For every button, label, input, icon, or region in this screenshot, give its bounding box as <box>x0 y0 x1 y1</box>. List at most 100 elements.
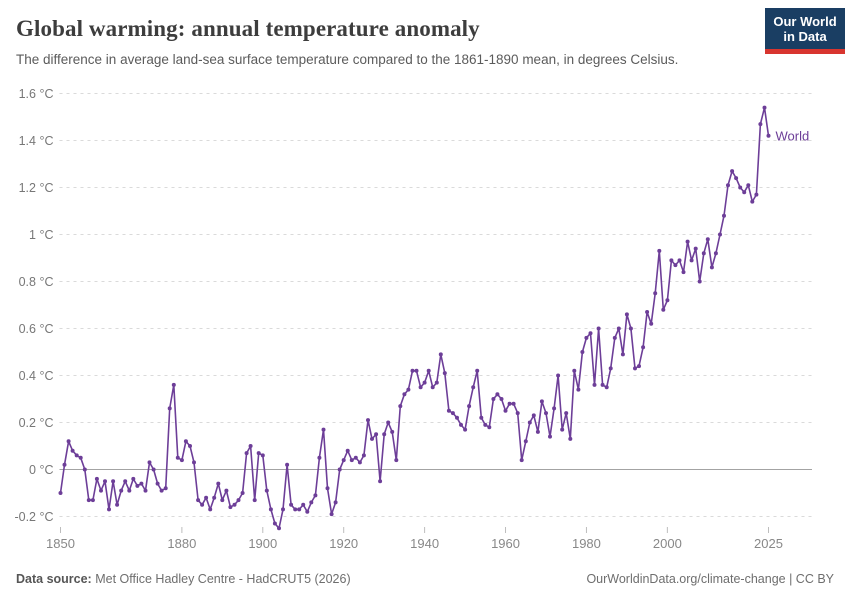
data-point[interactable] <box>119 488 124 493</box>
data-point[interactable] <box>382 432 387 437</box>
data-point[interactable] <box>584 335 589 340</box>
data-point[interactable] <box>216 481 221 486</box>
data-point[interactable] <box>192 460 196 465</box>
data-point[interactable] <box>459 422 463 427</box>
data-point[interactable] <box>204 495 209 500</box>
data-point[interactable] <box>507 401 512 406</box>
data-point[interactable] <box>600 382 605 387</box>
data-point[interactable] <box>248 444 253 448</box>
data-point[interactable] <box>175 455 180 460</box>
data-point[interactable] <box>228 505 233 510</box>
data-point[interactable] <box>742 190 747 195</box>
data-point[interactable] <box>289 502 294 507</box>
data-point[interactable] <box>70 448 75 453</box>
data-point[interactable] <box>434 380 439 385</box>
data-point[interactable] <box>220 498 225 503</box>
data-point[interactable] <box>649 321 654 326</box>
data-point[interactable] <box>313 493 318 498</box>
data-point[interactable] <box>86 498 91 503</box>
data-point[interactable] <box>539 399 544 404</box>
data-point[interactable] <box>491 397 496 401</box>
data-point[interactable] <box>139 481 144 486</box>
data-point[interactable] <box>151 467 156 472</box>
data-point[interactable] <box>681 270 686 275</box>
data-point[interactable] <box>135 483 140 488</box>
data-point[interactable] <box>147 460 152 465</box>
data-point[interactable] <box>592 382 597 387</box>
data-point[interactable] <box>442 371 447 376</box>
data-point[interactable] <box>576 387 581 392</box>
data-point[interactable] <box>645 310 650 314</box>
data-point[interactable] <box>580 350 585 354</box>
data-point[interactable] <box>487 425 492 430</box>
data-point[interactable] <box>378 479 383 484</box>
data-point[interactable] <box>633 366 637 371</box>
data-point[interactable] <box>653 291 658 296</box>
data-point[interactable] <box>726 183 730 188</box>
data-point[interactable] <box>418 385 423 390</box>
data-point[interactable] <box>115 502 120 507</box>
data-point[interactable] <box>665 298 670 303</box>
data-point[interactable] <box>483 422 488 427</box>
data-point[interactable] <box>305 509 310 514</box>
data-point[interactable] <box>74 453 79 458</box>
data-point[interactable] <box>544 411 548 416</box>
data-point[interactable] <box>357 460 362 465</box>
owid-logo[interactable]: Our World in Data <box>765 8 845 54</box>
data-point[interactable] <box>693 246 698 251</box>
data-point[interactable] <box>467 404 472 409</box>
data-point[interactable] <box>297 507 302 512</box>
data-point[interactable] <box>224 488 229 493</box>
data-point[interactable] <box>402 392 407 397</box>
data-point[interactable] <box>394 458 399 463</box>
data-point[interactable] <box>450 411 455 416</box>
data-point[interactable] <box>738 185 743 190</box>
data-point[interactable] <box>240 491 245 495</box>
data-point[interactable] <box>463 427 468 432</box>
data-point[interactable] <box>256 451 261 456</box>
data-point[interactable] <box>697 279 702 284</box>
data-point[interactable] <box>628 326 633 331</box>
data-point[interactable] <box>685 239 690 244</box>
data-point[interactable] <box>564 411 569 416</box>
world-series-line[interactable] <box>59 106 770 530</box>
data-point[interactable] <box>560 427 565 432</box>
data-point[interactable] <box>596 326 601 331</box>
data-point[interactable] <box>386 420 391 425</box>
data-point[interactable] <box>568 436 573 441</box>
data-point[interactable] <box>212 495 217 500</box>
data-point[interactable] <box>730 169 735 174</box>
data-point[interactable] <box>123 479 128 484</box>
data-point[interactable] <box>66 439 71 444</box>
data-point[interactable] <box>548 434 552 439</box>
data-point[interactable] <box>455 415 459 420</box>
data-point[interactable] <box>754 192 759 197</box>
data-point[interactable] <box>515 411 520 416</box>
data-point[interactable] <box>722 213 726 218</box>
data-point[interactable] <box>374 432 379 437</box>
data-point[interactable] <box>446 408 451 413</box>
data-point[interactable] <box>604 385 609 390</box>
data-point[interactable] <box>499 397 504 401</box>
data-point[interactable] <box>398 404 403 409</box>
data-point[interactable] <box>90 498 95 503</box>
data-point[interactable] <box>329 512 334 517</box>
data-point[interactable] <box>503 408 508 413</box>
data-point[interactable] <box>657 248 662 253</box>
data-point[interactable] <box>183 439 188 444</box>
data-point[interactable] <box>345 448 350 453</box>
data-point[interactable] <box>689 258 694 263</box>
data-point[interactable] <box>620 352 625 357</box>
data-point[interactable] <box>349 458 354 463</box>
data-point[interactable] <box>196 498 201 503</box>
data-point[interactable] <box>556 373 561 378</box>
data-point[interactable] <box>321 427 326 432</box>
data-point[interactable] <box>103 479 107 484</box>
data-point[interactable] <box>616 326 621 331</box>
data-point[interactable] <box>479 415 484 420</box>
data-point[interactable] <box>588 331 593 336</box>
data-point[interactable] <box>426 368 431 373</box>
data-point[interactable] <box>268 507 273 512</box>
data-point[interactable] <box>705 237 710 242</box>
data-point[interactable] <box>612 335 617 340</box>
